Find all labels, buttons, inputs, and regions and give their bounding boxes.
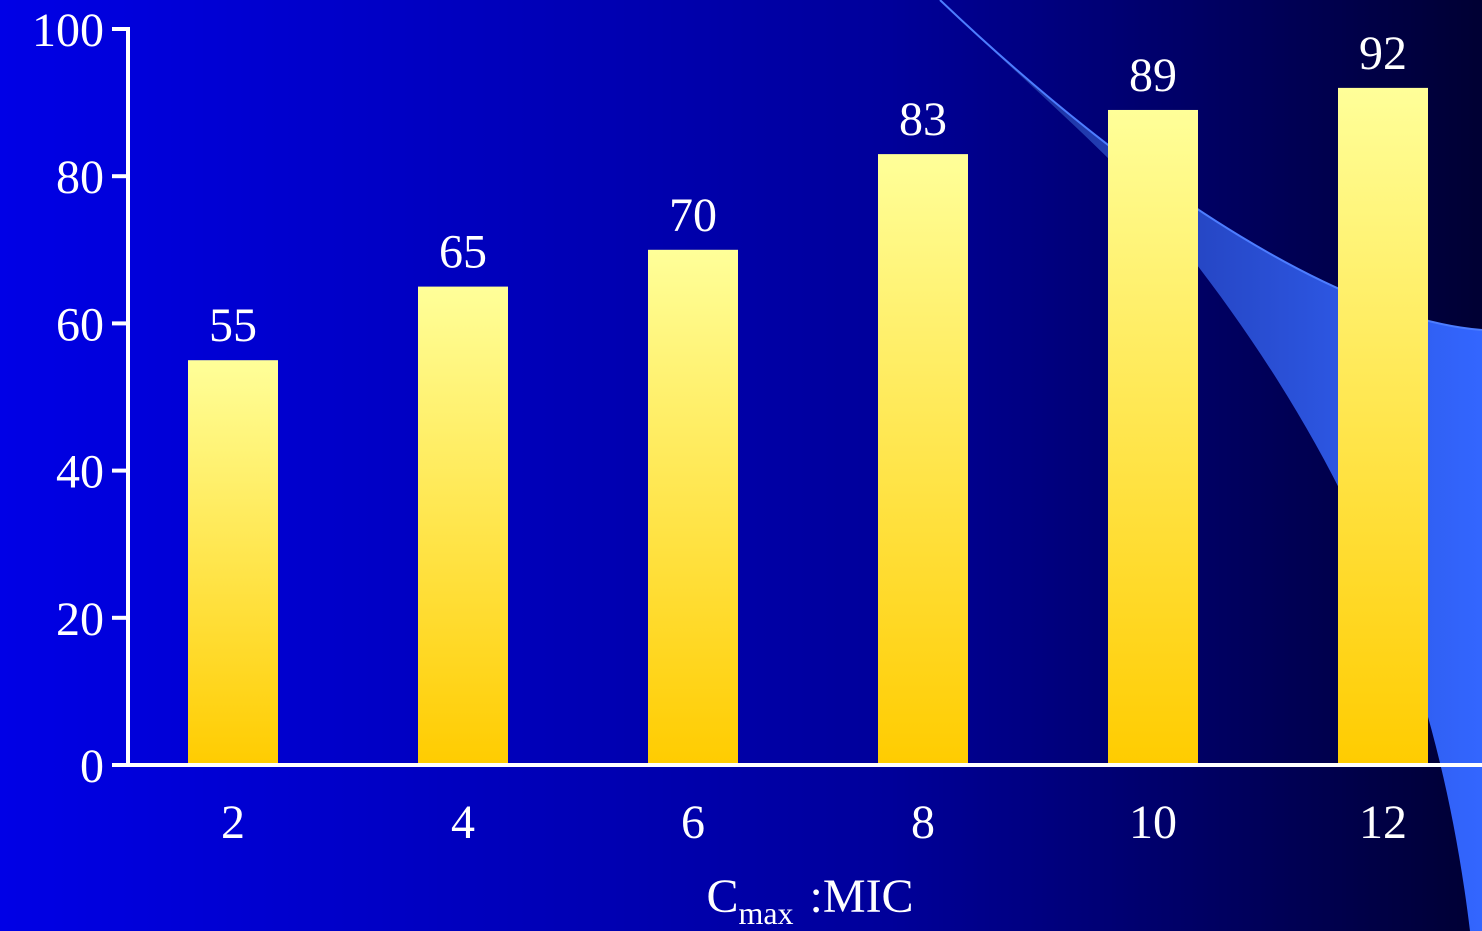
x-tick-label: 10 <box>1129 796 1177 849</box>
x-label-suffix: :MIC <box>810 870 914 923</box>
bar <box>1338 87 1428 765</box>
x-tick-label: 12 <box>1359 796 1407 849</box>
bar <box>878 154 968 765</box>
x-tick-label: 8 <box>911 796 935 849</box>
value-label: 65 <box>439 226 487 279</box>
bar <box>418 286 508 765</box>
value-label: 83 <box>899 93 947 146</box>
value-label: 89 <box>1129 49 1177 102</box>
x-tick-label: 2 <box>221 796 245 849</box>
y-tick-label: 60 <box>56 298 104 351</box>
x-tick-label: 4 <box>451 796 475 849</box>
y-tick-label: 80 <box>56 151 104 204</box>
y-tick-label: 0 <box>80 740 104 793</box>
value-label: 55 <box>209 299 257 352</box>
bar <box>1108 109 1198 765</box>
value-label: 70 <box>669 189 717 242</box>
plot-area: 0 20 40 60 80 100 2 55 4 65 6 70 8 83 10 89 12 92 <box>32 4 1428 849</box>
y-tick-label: 40 <box>56 446 104 499</box>
y-tick-label: 100 <box>32 4 104 57</box>
value-label: 92 <box>1359 27 1407 80</box>
x-label-subscript: max <box>738 895 793 931</box>
y-tick-label: 20 <box>56 593 104 646</box>
bar <box>648 249 738 766</box>
bar <box>188 360 278 765</box>
x-label-main: C <box>706 870 738 923</box>
x-axis-label: Cmax :MIC <box>706 870 913 931</box>
x-tick-label: 6 <box>681 796 705 849</box>
